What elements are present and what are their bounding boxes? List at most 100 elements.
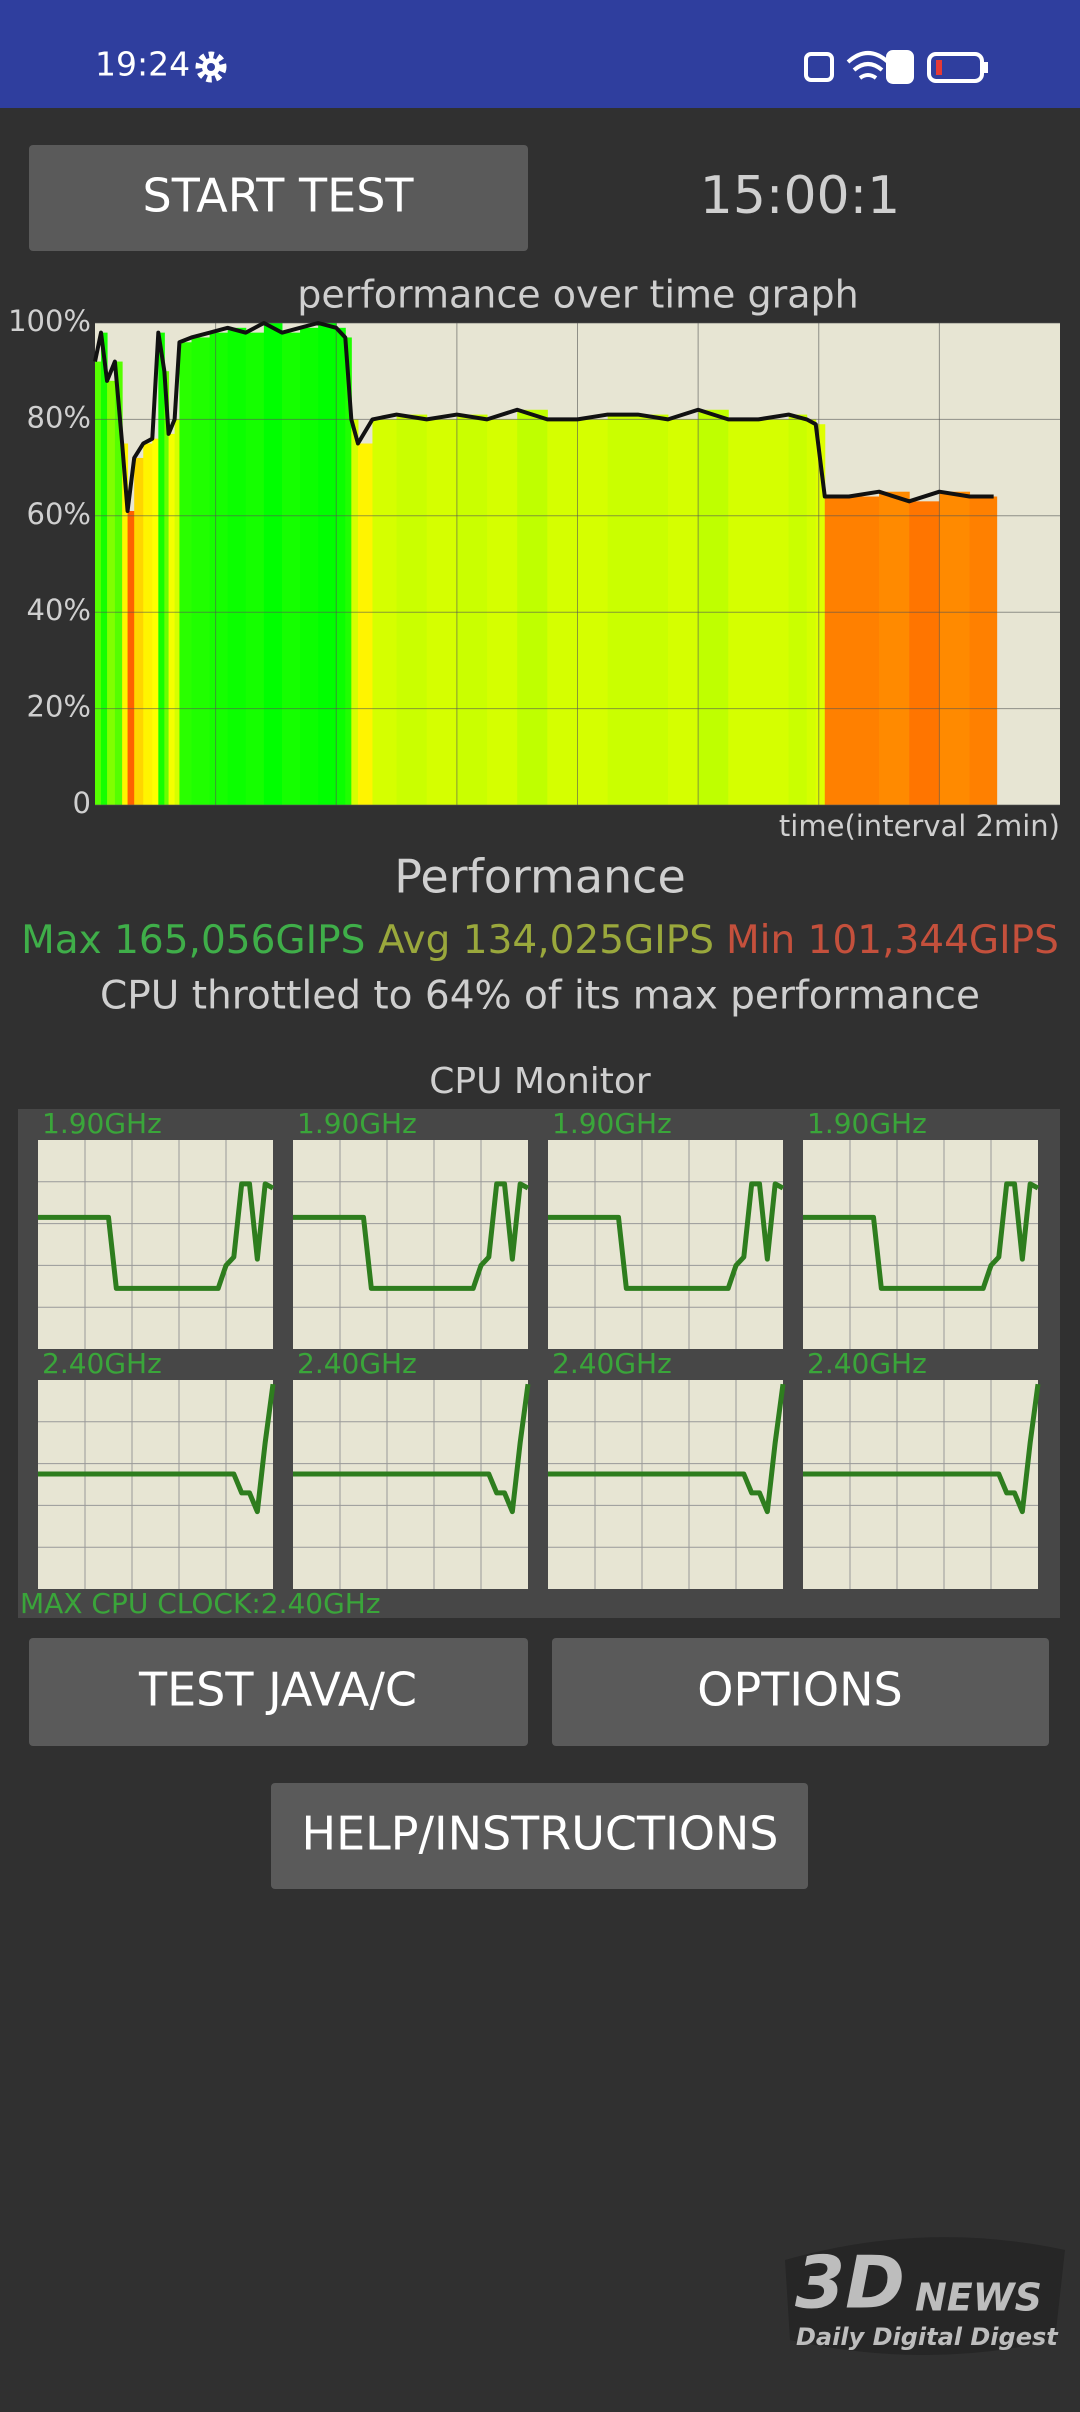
avg-stat: Avg 134,025GIPS [378,918,714,963]
performance-bar [607,414,639,805]
performance-bar [788,414,808,805]
performance-bar [95,361,102,805]
y-tick-label: 0 [73,786,91,820]
button-label[interactable]: TEST JAVA/C [138,1663,417,1717]
core-line [293,1181,530,1291]
chart-title: performance over time graph [297,273,858,317]
performance-bar [209,332,229,805]
core-graph-bg [803,1140,1038,1349]
performance-bar [245,332,265,805]
performance-bar [456,414,488,805]
y-tick-label: 80% [27,400,91,434]
plot: 0 20% 40% 60% 80% 100% [8,304,1060,820]
throttle-text: CPU throttled to 64% of its max performa… [100,974,980,1019]
performance-bar [300,327,319,805]
performance-bar [848,496,880,805]
core-line [293,1383,531,1515]
performance-bar [357,443,373,805]
cpu-monitor-title: CPU Monitor [429,1061,651,1102]
y-tick-label: 60% [27,497,91,531]
performance-bar [396,414,428,805]
performance-bar [134,457,144,805]
performance-bar [168,433,176,805]
core-frequency: 2.40GHz [552,1347,672,1380]
performance-bar [318,323,337,805]
performance-bar [164,371,170,805]
performance-bar [263,323,283,805]
performance-bar [517,409,548,805]
core-graph-bg [38,1140,273,1349]
x-axis-label: time(interval 2min) [779,809,1060,843]
core-line [803,1383,1041,1515]
y-tick-label: 20% [27,690,91,724]
timer: 15:00:1 [700,166,900,226]
core-line [548,1181,785,1291]
options-button[interactable]: OPTIONS [552,1638,1049,1746]
core-graph-bg [293,1140,528,1349]
performance-bar [127,510,135,805]
button-label[interactable]: OPTIONS [697,1663,902,1717]
performance-bar [107,380,116,805]
core-frequency: 2.40GHz [42,1347,162,1380]
help-button[interactable]: HELP/INSTRUCTIONS [271,1783,808,1889]
y-tick-label: 40% [27,593,91,627]
performance-bar [993,496,998,805]
button-label[interactable]: START TEST [143,169,415,223]
core-graph-bg [548,1380,783,1589]
test-java-button[interactable]: TEST JAVA/C [29,1638,528,1746]
core-frequency: 1.90GHz [42,1107,162,1140]
performance-line [93,321,994,513]
performance-bar [101,332,108,805]
performance-bar [815,424,826,805]
performance-bar [227,327,247,805]
watermark-news: NEWS [915,2276,1042,2320]
core-frequency: 1.90GHz [552,1107,672,1140]
core-frequency: 2.40GHz [297,1347,417,1380]
core-line [38,1181,275,1291]
performance-bar [281,332,301,805]
core-graph-bg [803,1380,1038,1589]
watermark-tagline: Daily Digital Digest [796,2323,1059,2351]
status-time: 19:24 [95,45,190,84]
core-line [803,1181,1040,1291]
performance-bar [122,443,129,805]
performance-bar [909,501,940,805]
performance-bar [152,438,159,805]
performance-bar [637,414,669,805]
max-cpu-clock: MAX CPU CLOCK:2.40GHz [20,1587,381,1620]
performance-bar [939,491,971,805]
min-stat: Min 101,344GIPS [726,918,1059,963]
start-test-button[interactable]: START TEST [29,145,528,251]
performance-bar [345,337,352,805]
performance-bar [336,327,346,805]
core-graph-bg [38,1380,273,1589]
performance-bar [879,491,910,805]
button-label[interactable]: HELP/INSTRUCTIONS [301,1807,778,1861]
performance-title: Performance [394,850,686,904]
performance-bar [158,332,165,805]
watermark: 3D NEWS Daily Digital Digest [785,2237,1065,2355]
performance-bar [179,342,192,805]
max-stat: Max 165,056GIPS [21,918,366,963]
performance-bar [969,496,995,805]
core-frequency: 1.90GHz [807,1107,927,1140]
core-graph-bg [293,1380,528,1589]
performance-bar [143,443,153,805]
core-line [548,1383,786,1515]
performance-bar [114,361,123,805]
performance-bar [191,337,211,805]
core-frequency: 2.40GHz [807,1347,927,1380]
cpu-monitor: 1.90GHz 1.90GHz 1.90GHz 1.90GHz 2.40GHz 2.40G… [38,1107,1041,1589]
y-tick-label: 100% [8,304,91,338]
watermark-logo: 3D [795,2241,905,2325]
core-line [38,1383,276,1515]
core-graph-bg [548,1140,783,1349]
performance-bar [824,496,850,805]
settings-icon [195,51,227,83]
status-icons [804,50,988,84]
performance-bar [698,409,729,805]
performance-stats: Max 165,056GIPS Avg 134,025GIPS Min 101,34… [21,918,1059,963]
core-frequency: 1.90GHz [297,1107,417,1140]
